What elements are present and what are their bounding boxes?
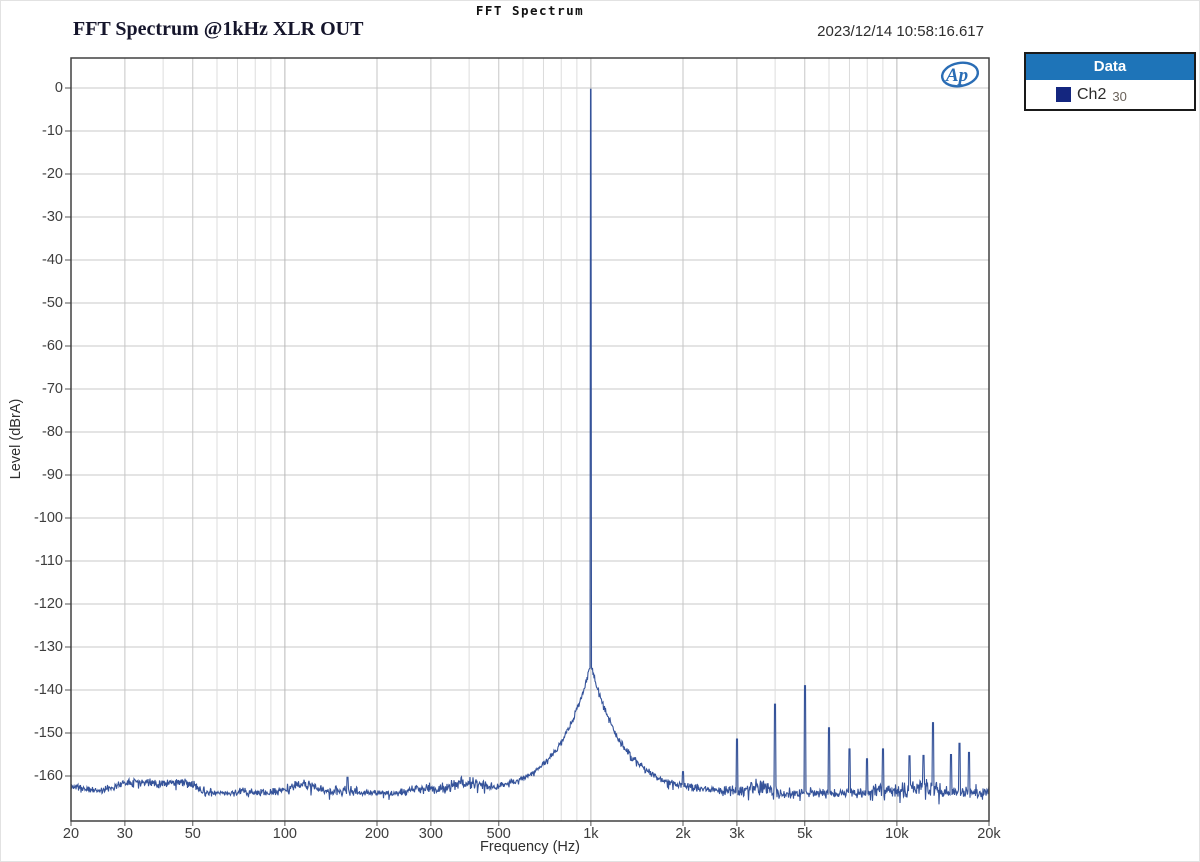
x-tick-label: 500 [486, 826, 511, 842]
x-axis-title: Frequency (Hz) [480, 839, 580, 855]
timestamp: 2023/12/14 10:58:16.617 [817, 23, 984, 40]
y-tick-label: -30 [42, 209, 63, 225]
chart-title: FFT Spectrum @1kHz XLR OUT [73, 18, 364, 40]
plot-border [70, 57, 990, 822]
x-tick-label: 300 [418, 826, 443, 842]
y-tick-label: -20 [42, 166, 63, 182]
x-tick-label: 30 [116, 826, 133, 842]
y-tick-label: -110 [35, 553, 63, 569]
x-tick-label: 200 [364, 826, 390, 842]
x-tick-label: 1k [583, 826, 599, 842]
y-tick-label: -70 [42, 381, 63, 397]
x-tick-label: 10k [885, 826, 909, 842]
legend-channel-value: 30 [1112, 89, 1127, 104]
y-tick-label: -50 [42, 295, 63, 311]
x-tick-label: 3k [729, 826, 745, 842]
legend-box: Data Ch2 30 [1024, 52, 1196, 111]
y-tick-label: -40 [42, 252, 63, 268]
x-tick-label: 100 [272, 826, 297, 842]
y-tick-label: -80 [42, 424, 63, 440]
y-tick-label: -130 [33, 639, 63, 655]
y-tick-label: -150 [33, 725, 63, 741]
y-tick-label: -120 [33, 596, 63, 612]
y-tick-label: -10 [42, 123, 63, 139]
legend-entry: Ch2 30 [1026, 80, 1194, 109]
y-tick-label: -60 [42, 338, 63, 354]
x-tick-label: 20 [62, 826, 80, 842]
x-tick-label: 20k [977, 826, 1001, 842]
y-axis-title: Level (dBrA) [8, 398, 24, 480]
x-tick-label: 2k [675, 826, 691, 842]
spectrum-trace-ch2 [70, 88, 990, 805]
legend-title: Data [1026, 54, 1194, 80]
ap-logo-text: Ap [945, 65, 968, 86]
ap-logo-icon: Ap [940, 61, 980, 88]
y-tick-label: 0 [54, 80, 63, 96]
x-tick-label: 50 [184, 826, 201, 842]
y-tick-label: -100 [33, 510, 63, 526]
window-title: FFT Spectrum [475, 3, 585, 18]
legend-channel-label: Ch2 [1077, 85, 1107, 103]
x-tick-label: 5k [797, 826, 813, 842]
y-tick-label: -90 [42, 467, 63, 483]
legend-swatch-icon [1056, 87, 1071, 102]
y-tick-label: -160 [33, 768, 63, 784]
y-tick-label: -140 [33, 682, 63, 698]
